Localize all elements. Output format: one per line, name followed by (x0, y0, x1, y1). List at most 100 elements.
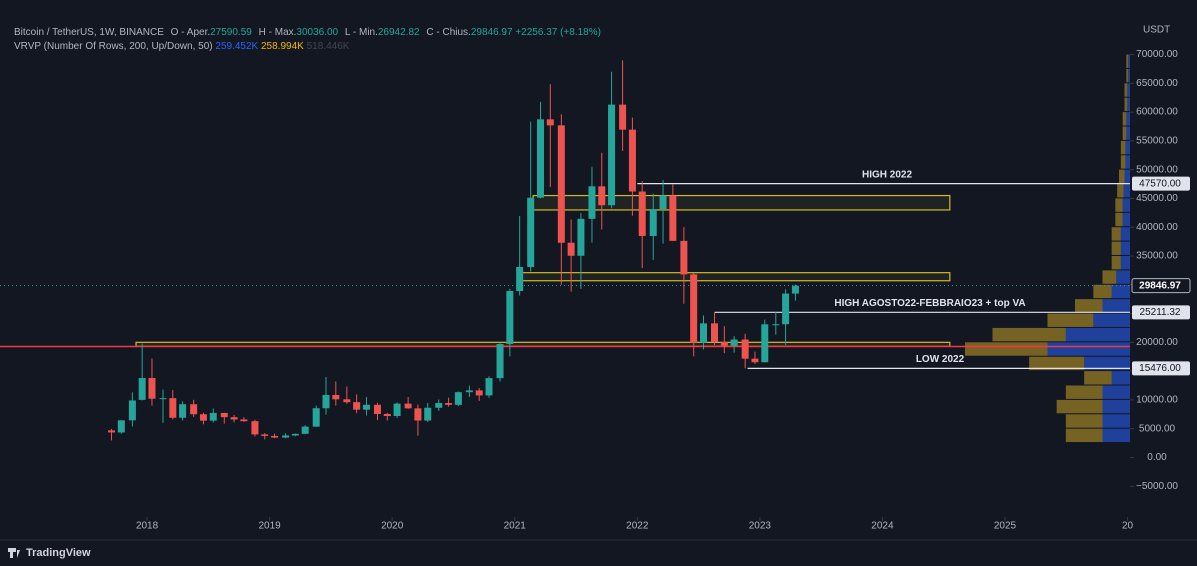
candle-body (393, 403, 401, 416)
indicator: VRVP (Number Of Rows, 200, Up/Down, 50) (14, 41, 213, 52)
profile-up (1102, 414, 1130, 428)
y-tick-label: 65000.00 (1136, 78, 1178, 89)
level-label: 25211.32 (1140, 307, 1181, 318)
profile-up (1084, 356, 1130, 371)
profile-down (1111, 255, 1121, 270)
candle-body (108, 430, 116, 433)
candle-body (169, 398, 177, 418)
y-tick-label: 60000.00 (1136, 107, 1178, 118)
y-tick-label: 0.00 (1147, 452, 1167, 463)
x-tick-label: 20 (1122, 521, 1134, 532)
level-box (1132, 176, 1190, 191)
profile-up (1047, 342, 1130, 356)
profile-down (1122, 112, 1127, 126)
candle-body (690, 274, 698, 343)
profile-up (1123, 184, 1130, 198)
candle-body (619, 104, 627, 130)
price-box (1131, 278, 1191, 294)
brand: TradingView (26, 547, 91, 559)
zone (520, 272, 951, 282)
profile-up (1102, 385, 1130, 399)
high: 30036.00 (296, 27, 338, 38)
candle-body (435, 403, 443, 408)
candle-body (353, 402, 361, 410)
profile-up (1126, 112, 1130, 126)
low: 26942.82 (378, 27, 420, 38)
profile-up (1127, 83, 1130, 97)
profile-up (1102, 428, 1130, 443)
y-tick-label: 70000.00 (1136, 49, 1178, 60)
profile-down (1115, 198, 1123, 212)
candle-body (598, 186, 606, 206)
profile-down (1126, 68, 1129, 83)
profile-up (1122, 212, 1130, 227)
candle-body (659, 195, 667, 210)
candle-body (649, 209, 657, 236)
candle-body (117, 420, 125, 433)
profile-up (1126, 126, 1130, 140)
y-tick-label: 45000.00 (1136, 193, 1178, 204)
candle-body (475, 390, 483, 396)
candle-body (791, 285, 799, 294)
profile-down (1065, 385, 1103, 399)
candle-body (190, 404, 198, 415)
candle-body (199, 414, 207, 421)
level-note: HIGH 2022 (862, 169, 912, 180)
profile-up (1116, 270, 1130, 284)
x-tick-label: 2020 (381, 521, 404, 532)
y-tick-label: 40000.00 (1136, 222, 1178, 233)
profile-down (1126, 54, 1129, 68)
profile-up (1102, 299, 1130, 313)
candle-body (343, 399, 351, 403)
x-tick-label: 2025 (994, 521, 1017, 532)
ind-up: 259.452K (215, 41, 258, 52)
open: 27590.59 (210, 27, 252, 38)
level-box (1132, 361, 1190, 376)
open-label: O - Aper. (171, 27, 210, 38)
x-tick-label: 2024 (871, 521, 894, 532)
candle-body (699, 323, 707, 343)
profile-down (992, 327, 1066, 342)
profile-up (1125, 155, 1130, 169)
profile-up (1120, 241, 1130, 255)
candle-body (240, 419, 248, 422)
candle-body (669, 195, 677, 241)
high-label: H - Max. (259, 27, 297, 38)
profile-up (1102, 399, 1130, 414)
profile-up (1065, 327, 1130, 342)
zone (532, 194, 951, 211)
low-label: L - Min. (345, 27, 378, 38)
level-note: HIGH AGOSTO22-FEBBRAIO23 + top VA (834, 298, 1025, 309)
x-tick-label: 2022 (626, 521, 649, 532)
x-tick-label: 2018 (136, 521, 159, 532)
profile-down (1065, 428, 1103, 443)
candle-body (711, 323, 719, 343)
profile-down (1117, 184, 1124, 198)
y-tick-label: 35000.00 (1136, 251, 1178, 262)
profile-up (1127, 97, 1130, 112)
candle-body (148, 378, 156, 399)
x-tick-label: 2019 (259, 521, 282, 532)
profile-down (1124, 83, 1128, 97)
candle-body (312, 408, 320, 427)
x-tick-label: 2023 (749, 521, 772, 532)
candle-body (720, 342, 728, 346)
candle-body (383, 413, 391, 416)
profile-up (1122, 198, 1130, 212)
candle-body (741, 339, 749, 359)
candle-body (465, 390, 473, 393)
profile-up (1111, 371, 1130, 385)
profile-down (1102, 270, 1117, 284)
change: +2256.37 (+8.18%) (515, 27, 601, 38)
logo (8, 548, 20, 558)
profile-up (1093, 313, 1130, 327)
candle-body (209, 412, 217, 421)
ind-total: 518.446K (307, 41, 350, 52)
candle-body (454, 392, 462, 405)
candle-body (445, 403, 453, 405)
profile-down (1065, 414, 1103, 428)
candle-body (527, 197, 535, 267)
candle-body (730, 339, 738, 346)
profile-down (965, 342, 1048, 356)
